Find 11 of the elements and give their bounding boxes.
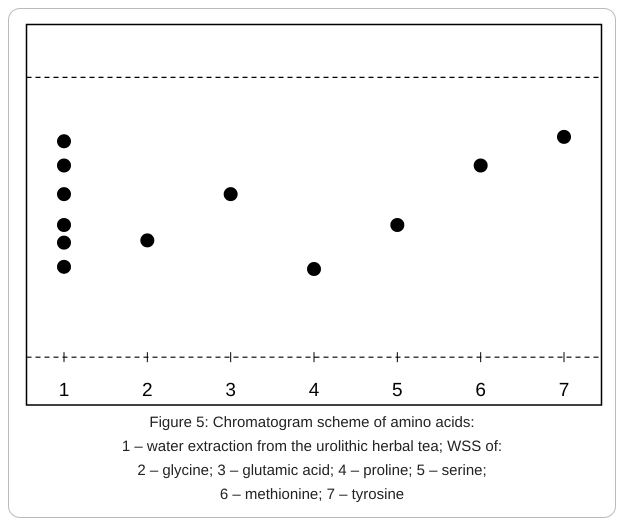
x-tick-label: 1 <box>58 380 70 401</box>
x-tick-label: 4 <box>308 380 320 401</box>
x-tick-label: 5 <box>392 380 403 401</box>
x-tick-label: 7 <box>558 380 570 401</box>
caption: Figure 5: Chromatogram scheme of amino acids: <box>148 413 476 433</box>
text: 1 – water extraction from the urolithic herbal tea; WSS of: <box>120 437 504 457</box>
x-tick-label: 6 <box>475 380 486 401</box>
x-tick-label: 3 <box>225 380 236 401</box>
x-tick-label: 2 <box>142 380 153 401</box>
text: 6 – methionine; 7 – tyrosine <box>218 485 406 505</box>
text: 2 – glycine; 3 – glutamic acid; 4 – proline; 5 – serine; <box>136 461 488 481</box>
